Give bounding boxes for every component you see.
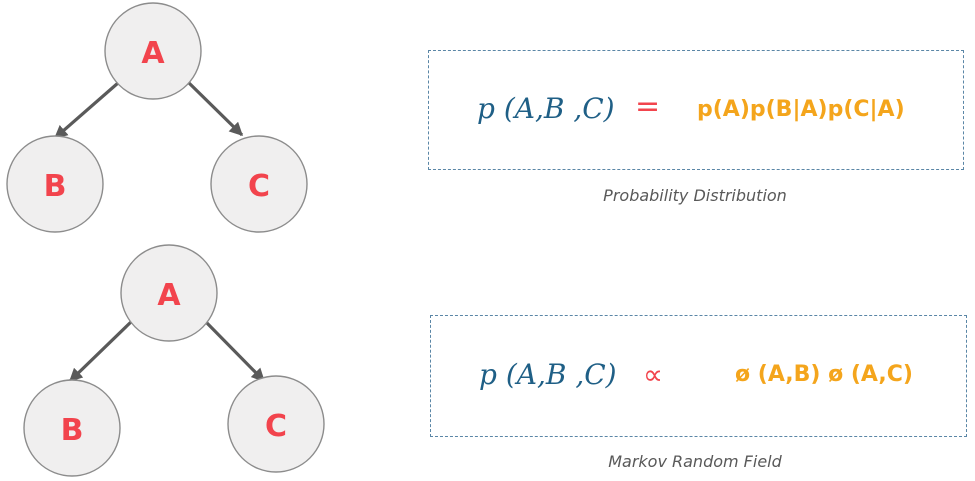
- node-b: B: [6, 135, 104, 233]
- node-a: A: [120, 244, 218, 342]
- probability-distribution-caption: Probability Distribution: [603, 186, 787, 205]
- joint-probability-lhs: p (A,B ,C): [477, 92, 615, 125]
- node-c: C: [210, 135, 308, 233]
- bayesian-network-graph: A B C: [6, 2, 308, 233]
- markov-random-field-caption: Markov Random Field: [608, 452, 782, 471]
- node-b-label: B: [61, 413, 84, 448]
- node-b: B: [23, 379, 121, 477]
- equals-operator: =: [635, 89, 661, 124]
- node-b-label: B: [44, 169, 67, 204]
- markov-random-field-graph: A B C: [23, 244, 325, 477]
- node-a-label: A: [141, 36, 165, 71]
- edge-a-b-arrow: [68, 318, 135, 383]
- potential-factors-rhs: ø (A,B) ø (A,C): [735, 362, 913, 387]
- factorization-rhs: p(A)p(B|A)p(C|A): [697, 97, 905, 122]
- probability-distribution-formula-box: p (A,B ,C) = p(A)p(B|A)p(C|A): [428, 50, 964, 170]
- edge-a-c-arrow: [186, 80, 244, 137]
- node-c-label: C: [248, 169, 270, 204]
- edge-a-c-arrow: [202, 318, 266, 383]
- node-c-label: C: [265, 409, 287, 444]
- node-a-label: A: [157, 278, 181, 313]
- joint-probability-lhs: p (A,B ,C): [479, 358, 617, 391]
- node-a: A: [104, 2, 202, 100]
- edge-a-b-arrow: [53, 81, 120, 140]
- markov-random-field-formula-box: p (A,B ,C) ∝ ø (A,B) ø (A,C): [430, 315, 967, 437]
- node-c: C: [227, 375, 325, 473]
- proportional-to-operator: ∝: [643, 358, 664, 391]
